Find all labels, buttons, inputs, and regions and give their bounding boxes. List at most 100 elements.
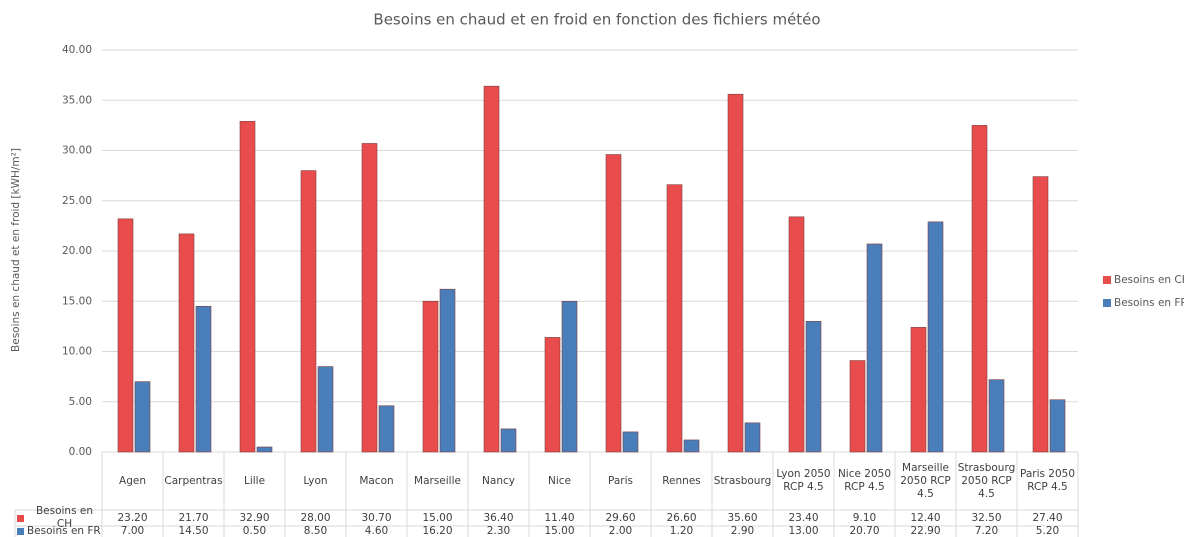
bar (239, 121, 256, 453)
table-value: 14.50 (178, 525, 209, 537)
bar (300, 170, 317, 453)
bar (744, 422, 761, 453)
bar (439, 288, 456, 453)
table-value: 15.00 (422, 511, 453, 524)
table-value: 5.20 (1035, 525, 1060, 537)
table-value: 2.90 (730, 525, 755, 537)
bar (256, 446, 273, 453)
table-value: 28.00 (300, 511, 331, 524)
bar (178, 233, 195, 453)
legend-swatch (1103, 276, 1111, 284)
table-value: 13.00 (788, 525, 819, 537)
legend-label: Besoins en FR (1114, 297, 1184, 309)
y-tick-label: 30.00 (62, 145, 92, 157)
y-tick-label: 15.00 (62, 295, 92, 307)
table-value: 23.20 (117, 511, 148, 524)
x-tick-label: Strasbourg (713, 474, 772, 487)
bar (666, 184, 683, 453)
table-value: 21.70 (178, 511, 209, 524)
legend-label: Besoins en CH (1114, 274, 1184, 286)
table-value: 35.60 (727, 511, 758, 524)
bar (910, 327, 927, 453)
x-tick-label: Macon (359, 474, 394, 487)
bar (866, 243, 883, 453)
bar (622, 431, 639, 453)
x-tick-label: Paris (608, 474, 633, 487)
y-tick-label: 40.00 (62, 44, 92, 56)
table-value: 7.00 (120, 525, 145, 537)
table-value: 23.40 (788, 511, 819, 524)
y-tick-label: 10.00 (62, 346, 92, 358)
x-tick-label: Nancy (482, 474, 515, 487)
table-value: 36.40 (483, 511, 514, 524)
table-value: 29.60 (605, 511, 636, 524)
legend-key (17, 528, 24, 535)
bar (605, 154, 622, 453)
y-tick-label: 5.00 (69, 396, 92, 408)
row-label: Besoins en FR (27, 525, 101, 537)
x-tick-label: Paris 2050 RCP 4.5 (1019, 468, 1076, 493)
table-value: 8.50 (303, 525, 328, 537)
bar (561, 300, 578, 453)
y-axis-label: Besoins en chaud et en froid [kWH/m²] (10, 148, 22, 352)
bar (117, 218, 134, 453)
x-tick-label: Lille (243, 474, 266, 487)
bar (927, 221, 944, 453)
table-value: 30.70 (361, 511, 392, 524)
bar (361, 143, 378, 453)
y-tick-label: 25.00 (62, 195, 92, 207)
x-tick-label: Agen (119, 474, 146, 487)
bar (1032, 176, 1049, 453)
table-value: 20.70 (849, 525, 880, 537)
table-value: 32.50 (971, 511, 1002, 524)
x-tick-label: Marseille 2050 RCP 4.5 (900, 461, 951, 500)
x-tick-label: Nice 2050 RCP 4.5 (837, 468, 892, 493)
x-tick-label: Strasbourg 2050 RCP 4.5 (957, 461, 1016, 500)
bar (483, 85, 500, 453)
bar (500, 428, 517, 453)
y-tick-label: 20.00 (62, 245, 92, 257)
bar (422, 300, 439, 453)
bar (195, 305, 212, 453)
table-value: 0.50 (242, 525, 267, 537)
table-value: 26.60 (666, 511, 697, 524)
table-value: 2.30 (486, 525, 511, 537)
bar (849, 360, 866, 453)
x-tick-label: Marseille (414, 474, 461, 487)
bar (788, 216, 805, 453)
table-value: 32.90 (239, 511, 270, 524)
table-value: 7.20 (974, 525, 999, 537)
table-value: 9.10 (852, 511, 877, 524)
table-value: 4.60 (364, 525, 389, 537)
table-value: 2.00 (608, 525, 633, 537)
table-row-header: Besoins en CH (15, 505, 102, 530)
x-tick-label: Lyon (303, 474, 328, 487)
bar (378, 405, 395, 453)
table-value: 22.90 (910, 525, 941, 537)
bar (727, 93, 744, 453)
x-tick-label: Carpentras (164, 474, 223, 487)
x-tick-label: Rennes (662, 474, 701, 487)
table-value: 11.40 (544, 511, 575, 524)
bar (805, 321, 822, 453)
x-tick-label: Nice (547, 474, 571, 487)
table-value: 27.40 (1032, 511, 1063, 524)
table-row-header: Besoins en FR (15, 525, 102, 537)
bar (544, 337, 561, 453)
table-value: 12.40 (910, 511, 941, 524)
bar (971, 125, 988, 453)
table-value: 1.20 (669, 525, 694, 537)
bar (683, 439, 700, 453)
x-tick-label: Lyon 2050 RCP 4.5 (776, 468, 831, 493)
bar (317, 366, 334, 453)
bar (988, 379, 1005, 453)
bar (1049, 399, 1066, 453)
table-value: 16.20 (422, 525, 453, 537)
row-label: Besoins en CH (35, 505, 93, 530)
legend-swatch (1103, 299, 1111, 307)
chart-title: Besoins en chaud et en froid en fonction… (373, 11, 820, 29)
y-tick-label: 0.00 (69, 446, 92, 458)
legend-key (17, 514, 24, 522)
